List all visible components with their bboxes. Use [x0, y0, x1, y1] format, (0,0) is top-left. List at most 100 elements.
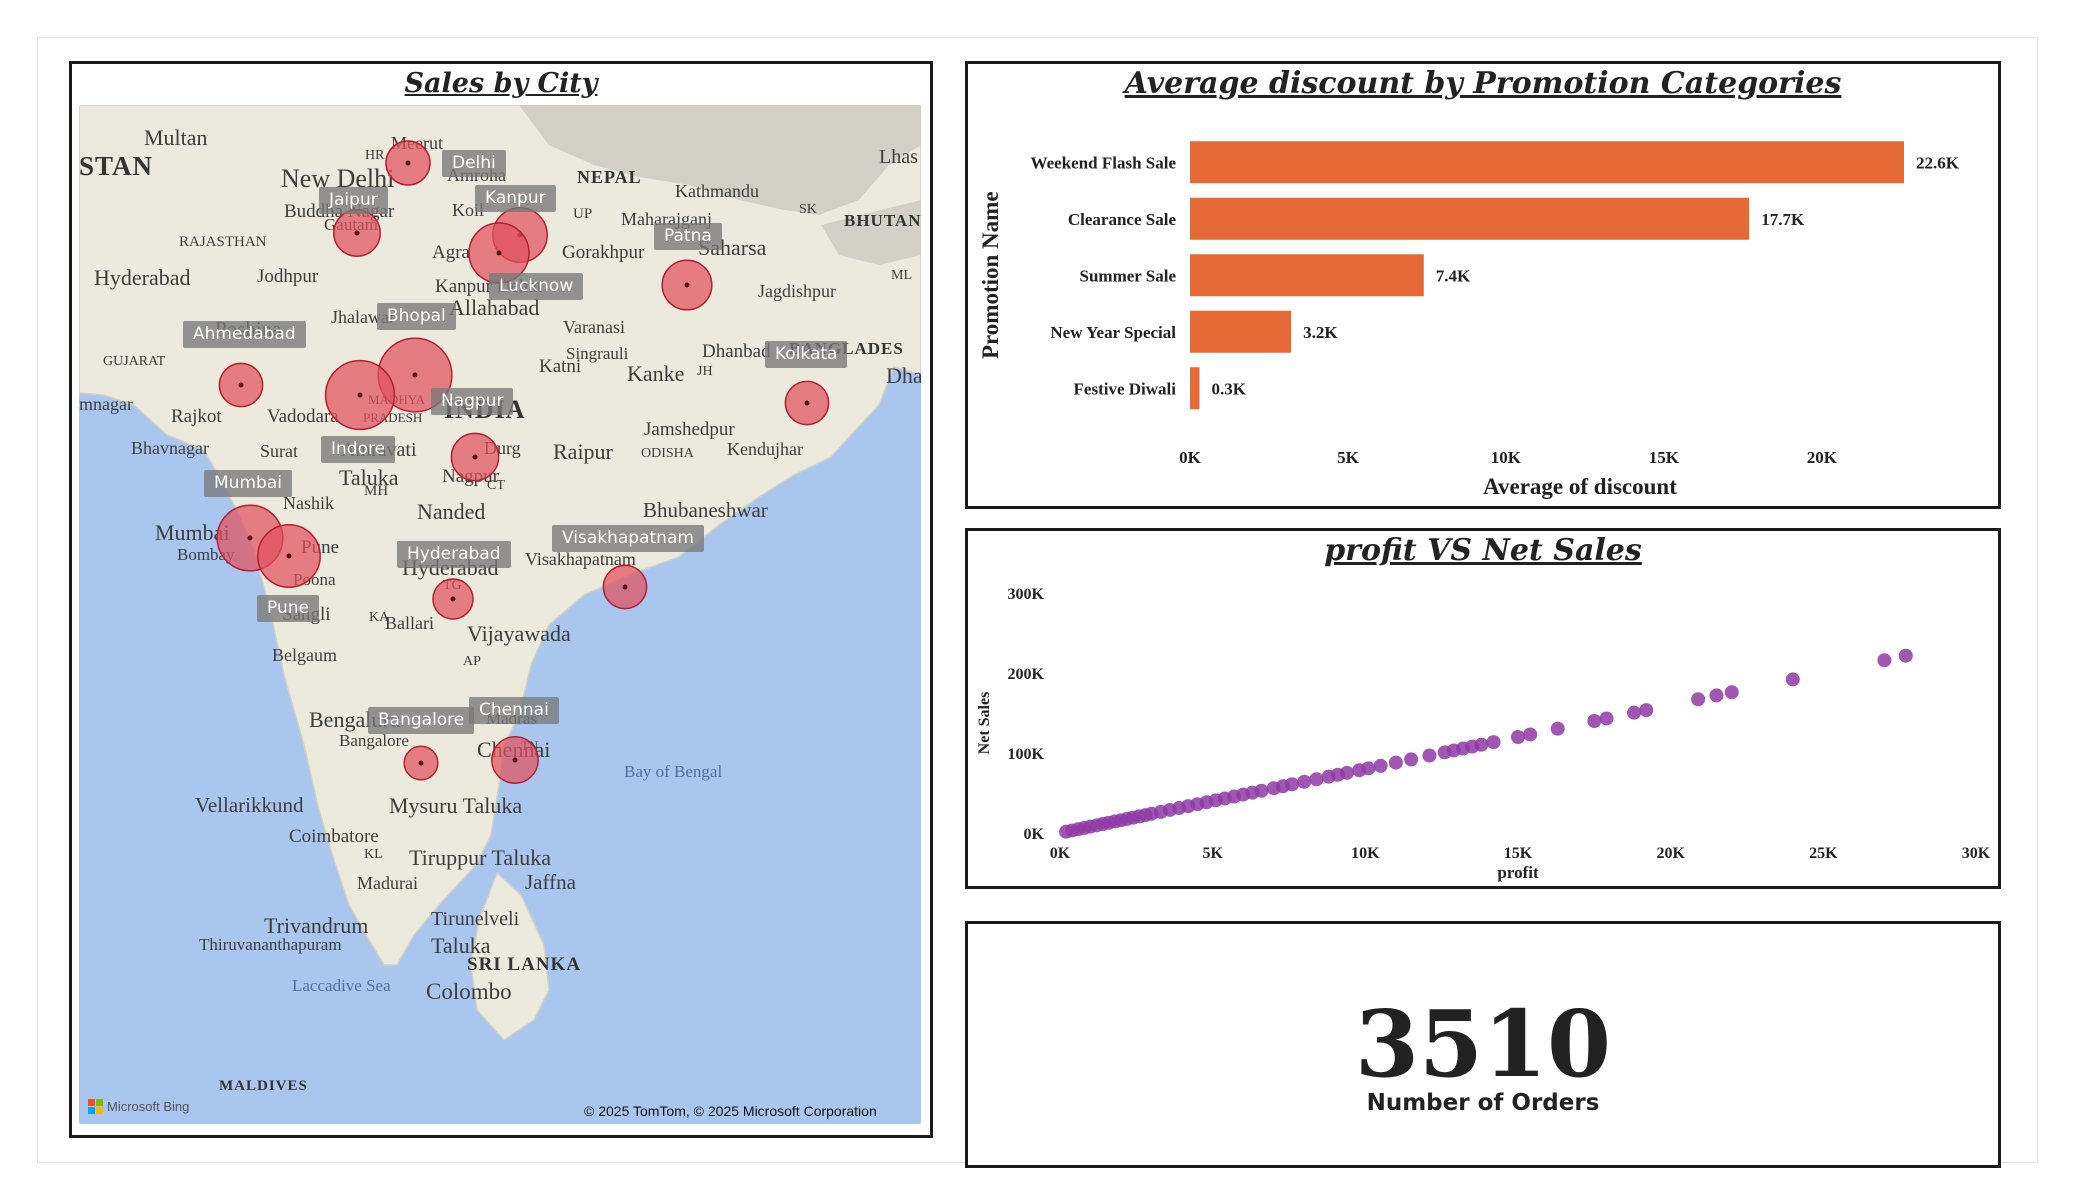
map-place-label-nepal: NEPAL [577, 167, 642, 187]
scatter-y-tick-0k: 0K [1024, 826, 1045, 843]
scatter-point[interactable] [1486, 735, 1501, 750]
scatter-point[interactable] [1474, 737, 1489, 752]
map-place-label-sk: SK [799, 202, 817, 217]
bar-x-tick-0k: 0K [1179, 448, 1202, 467]
scatter-point[interactable] [1898, 648, 1913, 663]
sri-lanka-land [470, 871, 550, 1041]
scatter-point[interactable] [1709, 688, 1724, 703]
discount-chart-panel[interactable]: Average discount by Promotion Categories… [965, 61, 2001, 509]
city-bubble-center-jaipur [354, 230, 360, 236]
profit-vs-net-sales-scatter[interactable]: Net Sales profit 0K 100K 200K 300K 0K 5K 10K 15… [968, 531, 1998, 886]
map-place-label-stan: STAN [79, 151, 153, 181]
city-bubble-center-patna [684, 282, 690, 288]
scatter-point[interactable] [1297, 774, 1312, 789]
scatter-x-tick-25k: 25K [1809, 845, 1838, 862]
scatter-point[interactable] [1587, 714, 1602, 728]
microsoft-logo-icon [88, 1099, 103, 1114]
profit-net-sales-panel[interactable]: profit VS Net Sales Net Sales profit 0K 1… [965, 528, 2001, 889]
map-title: Sales by City [404, 68, 598, 99]
city-label-nagpur: Nagpur [431, 388, 514, 415]
map-place-label-vijayawada: Vijayawada [467, 621, 571, 646]
scatter-point[interactable] [1627, 705, 1642, 720]
map-place-label-ml: ML [891, 268, 912, 283]
map-place-label-katni: Katni [539, 356, 581, 377]
sales-by-city-map[interactable]: MultanSTANMeerutHRNew DelhiAmrohaNEPALKa… [79, 105, 921, 1124]
city-label-visakhapatnam: Visakhapatnam [552, 525, 704, 552]
map-place-label-jodhpur: Jodhpur [257, 266, 319, 287]
map-place-label-dha: Dha [886, 363, 921, 388]
orders-kpi-card[interactable]: 3510 Number of Orders [965, 921, 2001, 1168]
map-place-label-jaffna: Jaffna [525, 870, 577, 894]
scatter-point[interactable] [1254, 783, 1269, 798]
map-place-label-sri-lanka: SRI LANKA [467, 954, 581, 975]
bar-clearance-sale[interactable] [1190, 197, 1750, 240]
bar-new-year-special[interactable] [1190, 310, 1292, 353]
map-canvas[interactable]: MultanSTANMeerutHRNew DelhiAmrohaNEPALKa… [79, 105, 921, 1124]
sales-by-city-panel[interactable]: Sales by City MultanSTANMeerutHRNew Delh… [69, 61, 933, 1138]
bar-x-tick-15k: 15K [1649, 448, 1680, 467]
scatter-point[interactable] [1340, 765, 1355, 780]
scatter-point[interactable] [1285, 777, 1300, 792]
scatter-point[interactable] [1691, 692, 1706, 707]
scatter-point[interactable] [1550, 721, 1565, 736]
scatter-point[interactable] [1523, 727, 1538, 742]
map-place-label-hr: HR [365, 148, 385, 163]
map-place-label-rajkot: Rajkot [171, 406, 222, 427]
city-label-hyderabad: Hyderabad [397, 541, 511, 568]
bar-y-axis-label: Promotion Name [978, 191, 1003, 359]
scatter-point[interactable] [1422, 748, 1437, 763]
map-place-label-visakhapatnam: Visakhapatnam [525, 549, 636, 569]
city-label-delhi: Delhi [442, 150, 506, 177]
map-place-label-bay-of-bengal: Bay of Bengal [624, 762, 722, 781]
bing-credit-text: Microsoft Bing [107, 1099, 190, 1114]
scatter-point[interactable] [1511, 730, 1525, 744]
map-place-label-raipur: Raipur [553, 439, 614, 464]
map-place-label-ap: AP [463, 654, 481, 669]
city-bubble-center-ahmedabad [238, 382, 244, 388]
map-place-label-thiruvananthapuram: Thiruvananthapuram [199, 935, 342, 954]
city-bubble-center-pune [286, 553, 292, 559]
map-place-label-taluka: Taluka [339, 465, 399, 490]
map-place-label-vadodara: Vadodara [267, 406, 339, 427]
india-land [79, 105, 921, 966]
bar-x-tick-20k: 20K [1807, 448, 1838, 467]
bar-x-tick-5k: 5K [1337, 448, 1360, 467]
city-label-bhopal: Bhopal [377, 303, 456, 330]
discount-bar-chart[interactable]: Promotion Name Average of discount Weeke… [968, 64, 1998, 506]
bar-festive-diwali[interactable] [1190, 367, 1200, 410]
scatter-x-tick-15k: 15K [1504, 845, 1533, 862]
map-place-label-jamshedpur: Jamshedpur [644, 419, 735, 440]
map-place-label-lhas: Lhas [879, 146, 918, 168]
scatter-x-tick-30k: 30K [1962, 845, 1991, 862]
scatter-point[interactable] [1373, 758, 1388, 773]
scatter-point[interactable] [1404, 752, 1419, 767]
map-place-label-kendujhar: Kendujhar [727, 439, 803, 459]
city-label-indore: Indore [321, 436, 396, 463]
map-place-label-maldives: MALDIVES [219, 1078, 308, 1094]
scatter-y-tick-100k: 100K [1008, 746, 1045, 763]
city-label-lucknow: Lucknow [489, 273, 584, 300]
scatter-point[interactable] [1388, 755, 1403, 770]
himalaya-relief-east [821, 200, 921, 265]
scatter-point[interactable] [1309, 772, 1324, 787]
scatter-point[interactable] [1724, 685, 1739, 700]
bar-x-tick-10k: 10K [1491, 448, 1522, 467]
city-label-jaipur: Jaipur [319, 187, 388, 214]
city-label-patna: Patna [654, 223, 722, 250]
map-place-label-up: UP [573, 206, 592, 222]
map-place-label-bhutan: BHUTAN [844, 211, 921, 230]
scatter-point[interactable] [1361, 761, 1376, 776]
city-label-kanpur: Kanpur [475, 185, 556, 212]
city-label-kolkata: Kolkata [765, 341, 848, 368]
scatter-point[interactable] [1785, 672, 1800, 687]
scatter-point[interactable] [1639, 703, 1654, 718]
scatter-point[interactable] [1599, 711, 1614, 726]
bar-summer-sale[interactable] [1190, 254, 1424, 297]
map-place-label-kl: KL [364, 847, 383, 862]
city-label-ahmedabad: Ahmedabad [183, 321, 306, 348]
bar-category-label-festive-diwali: Festive Diwali [1074, 379, 1177, 398]
scatter-point[interactable] [1877, 653, 1892, 668]
map-place-label-belgaum: Belgaum [272, 645, 337, 665]
bar-weekend-flash-sale[interactable] [1190, 141, 1904, 184]
bar-data-label-new-year-special: 3.2K [1303, 323, 1338, 342]
